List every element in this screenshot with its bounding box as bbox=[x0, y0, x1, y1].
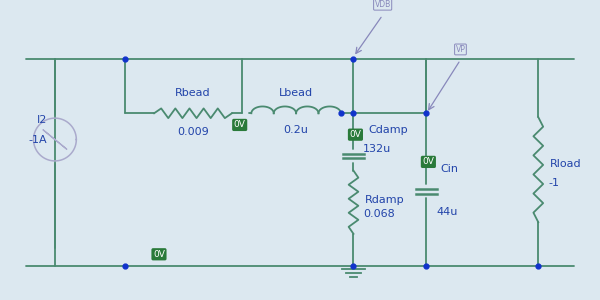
Text: I2: I2 bbox=[37, 115, 47, 125]
Text: -1: -1 bbox=[548, 178, 559, 188]
Text: 0.009: 0.009 bbox=[177, 127, 209, 137]
Text: 0V: 0V bbox=[349, 130, 361, 139]
Text: Rbead: Rbead bbox=[175, 88, 211, 98]
Text: 44u: 44u bbox=[436, 208, 458, 218]
Text: 0V: 0V bbox=[153, 250, 165, 259]
Text: VP: VP bbox=[455, 45, 466, 54]
Text: 132u: 132u bbox=[363, 144, 391, 154]
Text: -1A: -1A bbox=[29, 134, 47, 145]
Text: 0.068: 0.068 bbox=[363, 209, 395, 219]
Text: Rload: Rload bbox=[550, 159, 581, 169]
Text: 0V: 0V bbox=[422, 158, 434, 166]
Text: VDB: VDB bbox=[374, 0, 391, 9]
Text: Cin: Cin bbox=[440, 164, 458, 174]
Text: 0.2u: 0.2u bbox=[284, 125, 308, 135]
Text: 0V: 0V bbox=[234, 120, 245, 129]
Text: Lbead: Lbead bbox=[279, 88, 313, 98]
Text: Rdamp: Rdamp bbox=[365, 195, 405, 205]
Text: Cdamp: Cdamp bbox=[368, 125, 408, 135]
